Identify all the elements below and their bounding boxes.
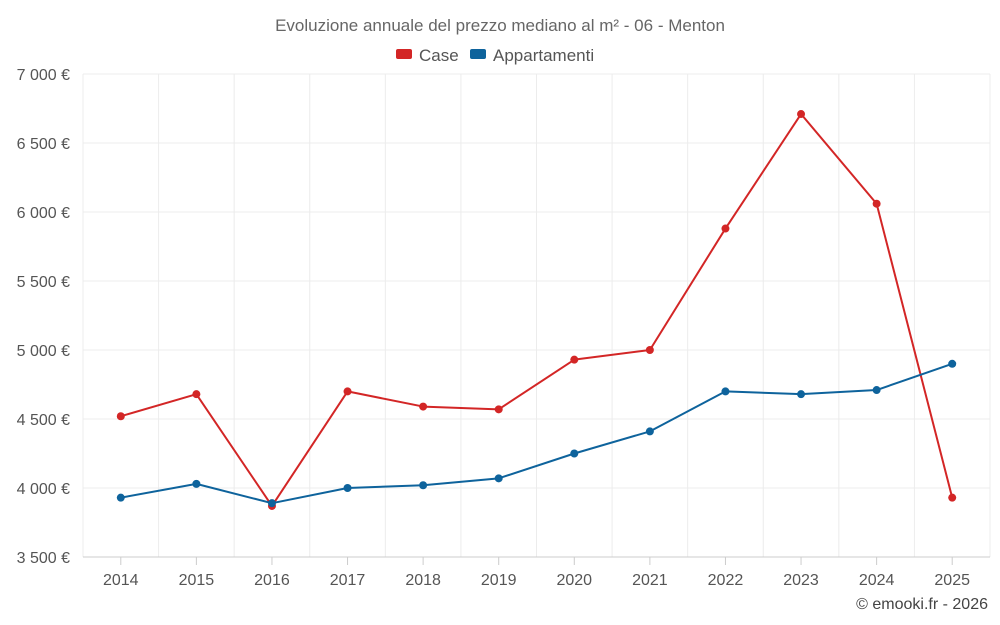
data-point-appartamenti[interactable] bbox=[872, 386, 881, 395]
x-tick-label: 2014 bbox=[103, 572, 139, 589]
y-tick-label: 3 500 € bbox=[17, 550, 70, 567]
data-point-appartamenti[interactable] bbox=[192, 479, 201, 488]
x-tick-label: 2016 bbox=[254, 572, 290, 589]
series-line-case bbox=[120, 113, 954, 507]
legend: Case Appartamenti bbox=[396, 46, 594, 65]
data-point-appartamenti[interactable] bbox=[343, 484, 352, 492]
x-tick-label: 2022 bbox=[708, 572, 744, 589]
legend-swatch-appartamenti[interactable] bbox=[470, 49, 486, 59]
data-point-appartamenti[interactable] bbox=[570, 449, 579, 458]
data-point-case[interactable] bbox=[494, 405, 503, 414]
data-point-case[interactable] bbox=[872, 199, 881, 208]
credit-text: © emooki.fr - 2026 bbox=[856, 596, 988, 613]
data-point-case[interactable] bbox=[419, 402, 428, 411]
legend-label-case[interactable]: Case bbox=[419, 46, 459, 65]
data-point-case[interactable] bbox=[343, 387, 352, 396]
series bbox=[116, 110, 957, 510]
data-point-appartamenti[interactable] bbox=[419, 481, 428, 490]
data-point-case[interactable] bbox=[570, 355, 579, 364]
x-tick-label: 2018 bbox=[405, 572, 441, 589]
y-tick-label: 6 500 € bbox=[17, 136, 70, 153]
x-tick-label: 2025 bbox=[934, 572, 970, 589]
y-tick-label: 4 500 € bbox=[17, 412, 70, 429]
x-tick-label: 2023 bbox=[783, 572, 819, 589]
chart-title: Evoluzione annuale del prezzo mediano al… bbox=[275, 16, 725, 35]
y-tick-label: 6 000 € bbox=[17, 205, 70, 222]
x-tick-label: 2024 bbox=[859, 572, 895, 589]
data-point-case[interactable] bbox=[116, 412, 125, 421]
x-tick-label: 2021 bbox=[632, 572, 668, 589]
data-point-appartamenti[interactable] bbox=[948, 359, 957, 368]
data-point-appartamenti[interactable] bbox=[645, 427, 654, 436]
gridlines bbox=[82, 73, 991, 557]
y-tick-label: 7 000 € bbox=[17, 67, 70, 84]
x-tick-label: 2015 bbox=[179, 572, 215, 589]
data-point-appartamenti[interactable] bbox=[494, 474, 503, 483]
x-tick-label: 2019 bbox=[481, 572, 517, 589]
series-line-appartamenti bbox=[120, 362, 953, 505]
data-point-case[interactable] bbox=[192, 390, 201, 399]
data-point-case[interactable] bbox=[645, 346, 654, 354]
legend-swatch-case[interactable] bbox=[396, 49, 412, 59]
data-point-case[interactable] bbox=[948, 493, 957, 502]
x-tick-label: 2020 bbox=[556, 572, 592, 589]
y-tick-label: 4 000 € bbox=[17, 481, 70, 498]
data-point-case[interactable] bbox=[797, 110, 806, 119]
data-point-appartamenti[interactable] bbox=[721, 387, 730, 396]
y-tick-label: 5 000 € bbox=[17, 343, 70, 360]
data-point-appartamenti[interactable] bbox=[797, 390, 806, 399]
x-tick-label: 2017 bbox=[330, 572, 366, 589]
axes: 3 500 € 4 000 € 4 500 € 5 000 € 5 500 € 6 000… bbox=[17, 67, 990, 589]
y-tick-label: 5 500 € bbox=[17, 274, 70, 291]
data-point-case[interactable] bbox=[721, 224, 730, 233]
legend-label-appartamenti[interactable]: Appartamenti bbox=[493, 46, 594, 65]
data-point-appartamenti[interactable] bbox=[267, 499, 276, 508]
data-point-appartamenti[interactable] bbox=[116, 493, 125, 502]
